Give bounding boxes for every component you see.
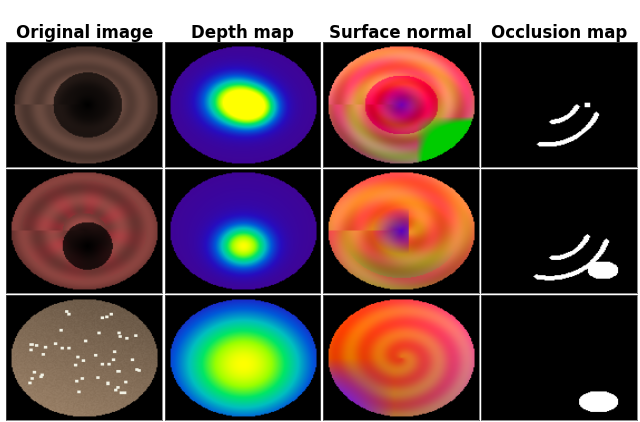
Title: Depth map: Depth map: [191, 24, 294, 42]
Title: Surface normal: Surface normal: [329, 24, 472, 42]
Title: Original image: Original image: [16, 24, 153, 42]
Title: Occlusion map: Occlusion map: [491, 24, 627, 42]
